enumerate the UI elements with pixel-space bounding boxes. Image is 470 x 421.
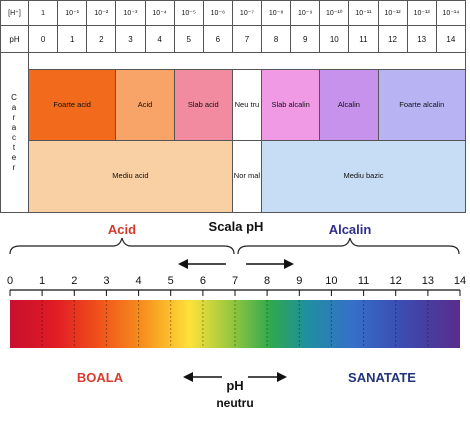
h-ion-value: 1 — [27, 0, 59, 27]
alcalin-label: Alcalin — [329, 222, 372, 237]
scale-number: 12 — [390, 275, 402, 287]
scale-ticks — [9, 290, 461, 296]
ph-label: pH — [0, 25, 29, 54]
hydrogen-ion-row: [H⁺] 1 10⁻¹ 10⁻² 10⁻³ 10⁻⁴ 10⁻⁵ 10⁻⁶ 10⁻… — [0, 0, 467, 27]
character-strong-alkaline: Foarte alcalin — [377, 68, 466, 141]
scale-number: 8 — [264, 275, 270, 287]
ph-row: pH 0 1 2 3 4 5 6 7 8 9 10 11 12 13 14 — [0, 25, 467, 54]
h-ion-value: 10⁻¹¹ — [348, 0, 379, 27]
ph-value: 3 — [115, 25, 146, 54]
spacer-row: C a r a c t e r — [0, 52, 466, 213]
ph-value: 6 — [202, 25, 233, 54]
upper-arrow-group — [178, 259, 294, 269]
bar-dividers — [41, 300, 429, 348]
h-ion-value: 10⁻² — [86, 0, 117, 27]
scale-number: 1 — [39, 275, 45, 287]
scale-number: 3 — [103, 275, 109, 287]
h-ion-value: 10⁻⁵ — [173, 0, 204, 27]
character-weak-alkaline: Slab alcalin — [260, 68, 321, 141]
ph-value: 1 — [57, 25, 88, 54]
medium-acid: Mediu acid — [28, 139, 233, 214]
character-acid: Acid — [115, 68, 175, 141]
h-ion-value: 10⁻⁴ — [144, 0, 175, 27]
ph-value: 12 — [377, 25, 408, 54]
character-weak-acid: Slab acid — [173, 68, 233, 141]
lower-arrow-group — [183, 372, 287, 382]
scale-title: Scala pH — [209, 219, 264, 234]
lower-right-arrow-head — [277, 372, 287, 382]
acid-label: Acid — [108, 222, 136, 237]
ph-color-bar — [10, 300, 460, 348]
ph-value: 5 — [173, 25, 204, 54]
spacer-cell — [28, 52, 466, 70]
ph-value: 14 — [435, 25, 467, 54]
h-ion-value: 10⁻¹⁰ — [319, 0, 350, 27]
h-ion-value: 10⁻⁶ — [202, 0, 233, 27]
lower-left-arrow-head — [183, 372, 193, 382]
character-strong-acid: Foarte acid — [27, 68, 117, 141]
sanatate-label: SANATATE — [348, 370, 416, 385]
ph-value: 11 — [348, 25, 379, 54]
caracter-vertical-label: C a r a c t e r — [0, 52, 29, 213]
medium-basic: Mediu bazic — [261, 139, 466, 214]
ph-reference-table: [H⁺] 1 10⁻¹ 10⁻² 10⁻³ 10⁻⁴ 10⁻⁵ 10⁻⁶ 10⁻… — [0, 0, 467, 214]
scale-number: 0 — [7, 275, 13, 287]
ph-value: 2 — [86, 25, 117, 54]
scale-number: 6 — [200, 275, 206, 287]
scale-number: 9 — [296, 275, 302, 287]
h-ion-value: 10⁻⁸ — [260, 0, 292, 27]
character-row: Foarte acid Acid Slab acid Neu tru Slab … — [1, 68, 466, 141]
character-neutral: Neu tru — [231, 68, 263, 141]
ph-value: 4 — [144, 25, 175, 54]
scale-number: 5 — [168, 275, 174, 287]
h-ion-value: 10⁻¹² — [377, 0, 408, 27]
h-ion-value: 10⁻³ — [115, 0, 146, 27]
ph-scale-svg: Acid Scala pH Alcalin 0 1 2 3 4 5 6 7 8 … — [7, 219, 466, 410]
alcalin-brace — [237, 237, 460, 255]
ph-scale-diagram: Acid Scala pH Alcalin 0 1 2 3 4 5 6 7 8 … — [0, 214, 470, 416]
ph-value: 10 — [319, 25, 350, 54]
left-arrow-head — [178, 259, 188, 269]
scale-number: 2 — [71, 275, 77, 287]
scale-number: 4 — [136, 275, 142, 287]
scale-number: 13 — [422, 275, 434, 287]
scale-number: 7 — [232, 275, 238, 287]
right-arrow-head — [284, 259, 294, 269]
scale-number: 10 — [325, 275, 337, 287]
medium-row: Mediu acid Nor mal Mediu bazic — [1, 139, 466, 214]
ph-neutral-line1: pH — [226, 378, 243, 393]
ph-value: 13 — [406, 25, 437, 54]
scale-number: 14 — [454, 275, 466, 287]
ph-neutral-line2: neutru — [216, 396, 253, 410]
h-ion-value: 10⁻⁷ — [231, 0, 263, 27]
scale-number: 11 — [358, 275, 369, 287]
h-ion-value: 10⁻⁹ — [290, 0, 321, 27]
boala-label: BOALA — [77, 370, 124, 385]
medium-normal: Nor mal — [231, 139, 263, 214]
h-ion-value: 10⁻¹ — [57, 0, 88, 27]
ph-value: 7 — [231, 25, 263, 54]
acid-brace — [9, 237, 235, 255]
ph-value: 0 — [27, 25, 59, 54]
h-ion-value: 10⁻¹³ — [406, 0, 437, 27]
ph-value: 8 — [260, 25, 292, 54]
h-ion-value: 10⁻¹⁴ — [435, 0, 467, 27]
character-alkaline: Alcalin — [319, 68, 379, 141]
ph-value: 9 — [290, 25, 321, 54]
h-ion-label: [H⁺] — [0, 0, 29, 27]
